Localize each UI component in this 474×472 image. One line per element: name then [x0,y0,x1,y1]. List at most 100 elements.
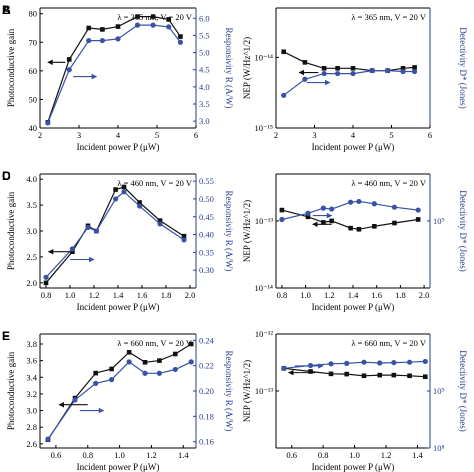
panel-a-series-blue-point [45,120,51,126]
panel-b-x-tick-label: 4 [351,130,356,140]
panel-a-series-blue-point [86,37,92,44]
panel-e-y-tick-label: 3.0 [26,406,37,416]
panel-b-series-blue-point [350,70,356,77]
panel-a-label: A [2,3,11,17]
panel-b-y-axis-label: NEP (W/Hz^1/2) [242,37,252,99]
panel-e-y2-axis-label: Responsivity R (A/W) [224,351,234,432]
panel-e-series-blue-point [188,359,194,365]
panel-c-series-black-point [70,249,75,255]
panel-a-series-blue-point [150,22,156,28]
panel-e-series-black-point [188,341,194,347]
panel-d-series-black-point [321,220,326,225]
panel-a-y2-tick-label: 3.5 [199,99,210,109]
panel-c-x-axis-label: Incident power P (μW) [77,302,160,312]
panel-a-x-tick-label: 4 [116,130,121,140]
panel-a-series-black-point [178,34,183,39]
panel-f-series-blue-point [361,359,367,365]
panel-f-series-blue-point [281,365,287,371]
panel-d-series-blue-point [391,204,398,210]
panel-a-y2-tick-label: 4.0 [199,82,210,92]
panel-c-x-tick-label: 2.0 [185,290,196,300]
panel-b-series-black-point [302,60,308,65]
panel-b-series-blue-point [385,67,391,74]
panel-f-series-black-point [361,373,367,379]
panel-f-y-tick-label: 10⁻¹³ [255,386,274,396]
panel-d-x-tick-label: 2.0 [419,290,430,300]
panel-b-series-black-point [321,66,327,71]
panel-c-series-blue-line [45,191,185,278]
panel-b-series-blue-line [283,69,415,96]
panel-e-series-black-point [126,350,132,355]
panel-a-y2-tick-label: 5.5 [199,30,210,40]
panel-e-series-blue-point [172,366,178,373]
panel-f-x-tick-label: 1.4 [412,450,423,460]
panel-d-series-black-point [329,218,334,224]
panel-e-y-tick-label: 3.8 [26,339,37,349]
panel-a-y-tick-label: 50 [29,94,38,104]
panel-a-y2-axis-label: Responsivity R (A/W) [224,28,234,109]
panel-a-series-blue-line [47,24,181,124]
panel-c-series-black-point [121,184,127,190]
panel-a-y-tick-label: 60 [29,66,38,76]
panel-c-series-blue-point [69,246,75,252]
panel-d-series-blue-point [371,201,377,207]
panel-a-y2-tick-label: 5.0 [199,48,210,58]
panel-e-annotation: λ = 660 nm, V = 20 V [117,338,192,348]
panel-c-series-blue-point [93,228,99,234]
panel-c-series-blue-point [85,224,91,231]
panel-f-series-black-point [407,373,412,379]
panel-e-x-tick-label: 1.2 [146,450,157,460]
panel-b-series-blue-point [281,92,287,98]
panel-f-label: F [2,329,9,343]
panel-b-series-blue-point [369,67,375,74]
panel-e-series-blue-point [156,370,162,376]
panel-b-y-tick-label: 10⁻¹⁴ [255,52,274,62]
panel-e-series-blue-point [45,436,51,442]
panel-e-series-black-point [93,370,99,376]
panel-c-series-blue-point [157,221,163,227]
panel-e-y-tick-label: 2.8 [26,422,37,432]
panel-c-x-tick-label: 1.6 [137,290,148,300]
panel-b-series-black-point [400,66,406,71]
panel-e-label: E [2,329,10,343]
panel-d-series-black-point [279,207,285,213]
panel-c-x-tick-label: 1.4 [113,290,124,300]
panel-c-x-tick-label: 1.8 [161,290,172,300]
panel-c-y2-tick-label: 0.40 [199,230,214,240]
panel-e-y2-tick-label: 0.22 [199,361,214,371]
panel-b-x-tick-label: 5 [389,130,393,140]
panel-f-x-axis-label: Incident power P (μW) [312,462,395,472]
panel-f-series-blue-line [283,360,426,369]
panel-a-series-blue-point [134,22,141,28]
panel-e-x-tick-label: 1.4 [178,450,189,460]
panel-a-series-blue-point [99,37,105,44]
panel-e-series-black-line [47,343,192,441]
panel-a-series-blue-point [166,24,172,30]
panel-e-y2-tick-label: 0.20 [199,386,214,396]
panel-e-series-blue-point [142,370,148,376]
panel-f-series-black-point [344,371,350,377]
panel-c-y-axis-label: Photoconductive gain [6,191,16,270]
panel-a-series-black-point [86,25,92,31]
panel-c-series-blue-point [181,237,187,243]
panel-d-series-black-point [415,217,421,222]
panel-d-x-tick-label: 1.8 [395,290,406,300]
panel-b-y2-axis-label: Detectivity D* (Jones) [458,27,468,108]
panel-a-y2-tick-label: 6.0 [199,13,210,23]
panel-d-y2-axis-label: Detectivity D* (Jones) [458,190,468,271]
panel-f-series-blue-point [328,361,334,367]
panel-e-y2-tick-label: 0.18 [199,411,214,421]
panel-f-series-black-point [308,369,313,374]
panel-d-x-tick-label: 1.0 [300,290,311,300]
panel-e-series-black-point [142,359,148,365]
panel-b-series-blue-point [400,68,406,75]
panel-b-label: B [2,3,11,17]
panel-e-series-blue-point [72,397,78,403]
panel-c-series-black-point [157,218,163,223]
panel-c-series-black-point [181,233,187,239]
panel-c-y-tick-label: 3.0 [26,226,37,236]
panel-a-x-tick-label: 5 [155,130,159,140]
panel-c-series-black-point [113,187,118,192]
panel-c-x-tick-label: 1.2 [89,290,100,300]
panel-d-label: D [2,169,11,183]
